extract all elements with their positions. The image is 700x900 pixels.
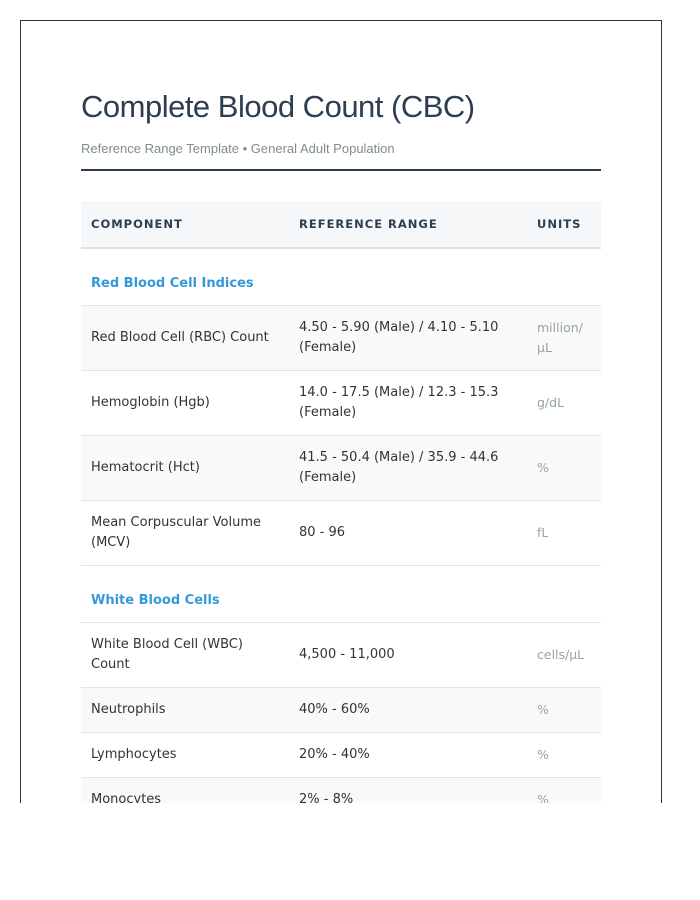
units-cell: million/µL — [527, 305, 601, 371]
section-row: White Blood Cells — [81, 565, 601, 623]
component-cell: Hemoglobin (Hgb) — [81, 370, 289, 436]
reference-table: COMPONENT REFERENCE RANGE UNITS Red Bloo… — [81, 201, 601, 803]
range-cell: 2% - 8% — [289, 777, 527, 803]
range-cell: 4.50 - 5.90 (Male) / 4.10 - 5.10 (Female… — [289, 305, 527, 371]
component-cell: Red Blood Cell (RBC) Count — [81, 305, 289, 371]
units-cell: % — [527, 687, 601, 733]
range-cell: 41.5 - 50.4 (Male) / 35.9 - 44.6 (Female… — [289, 435, 527, 501]
range-cell: 80 - 96 — [289, 500, 527, 566]
page-subtitle: Reference Range Template • General Adult… — [81, 141, 395, 156]
component-cell: Lymphocytes — [81, 732, 289, 778]
units-cell: % — [527, 435, 601, 501]
units-cell: % — [527, 777, 601, 803]
component-cell: White Blood Cell (WBC) Count — [81, 622, 289, 688]
table-header-row: COMPONENT REFERENCE RANGE UNITS — [81, 201, 601, 249]
units-cell: % — [527, 732, 601, 778]
section-label: White Blood Cells — [81, 565, 601, 623]
section-label: Red Blood Cell Indices — [81, 248, 601, 306]
component-cell: Neutrophils — [81, 687, 289, 733]
header-units: UNITS — [527, 201, 601, 249]
range-cell: 40% - 60% — [289, 687, 527, 733]
component-cell: Mean Corpuscular Volume (MCV) — [81, 500, 289, 566]
header-component: COMPONENT — [81, 201, 289, 249]
component-cell: Hematocrit (Hct) — [81, 435, 289, 501]
table-row: Lymphocytes 20% - 40% % — [81, 732, 601, 778]
table-row: White Blood Cell (WBC) Count 4,500 - 11,… — [81, 622, 601, 688]
table-row: Mean Corpuscular Volume (MCV) 80 - 96 fL — [81, 500, 601, 566]
units-cell: g/dL — [527, 370, 601, 436]
document-page: Complete Blood Count (CBC) Reference Ran… — [20, 20, 662, 803]
section-row: Red Blood Cell Indices — [81, 248, 601, 306]
header-reference-range: REFERENCE RANGE — [289, 201, 527, 249]
page-title: Complete Blood Count (CBC) — [81, 89, 475, 124]
range-cell: 20% - 40% — [289, 732, 527, 778]
range-cell: 14.0 - 17.5 (Male) / 12.3 - 15.3 (Female… — [289, 370, 527, 436]
units-cell: cells/µL — [527, 622, 601, 688]
table-row: Hematocrit (Hct) 41.5 - 50.4 (Male) / 35… — [81, 435, 601, 501]
component-cell: Monocytes — [81, 777, 289, 803]
table-row: Neutrophils 40% - 60% % — [81, 687, 601, 733]
units-cell: fL — [527, 500, 601, 566]
title-divider — [81, 169, 601, 171]
table-row: Monocytes 2% - 8% % — [81, 777, 601, 803]
range-cell: 4,500 - 11,000 — [289, 622, 527, 688]
table-row: Hemoglobin (Hgb) 14.0 - 17.5 (Male) / 12… — [81, 370, 601, 436]
table-row: Red Blood Cell (RBC) Count 4.50 - 5.90 (… — [81, 305, 601, 371]
